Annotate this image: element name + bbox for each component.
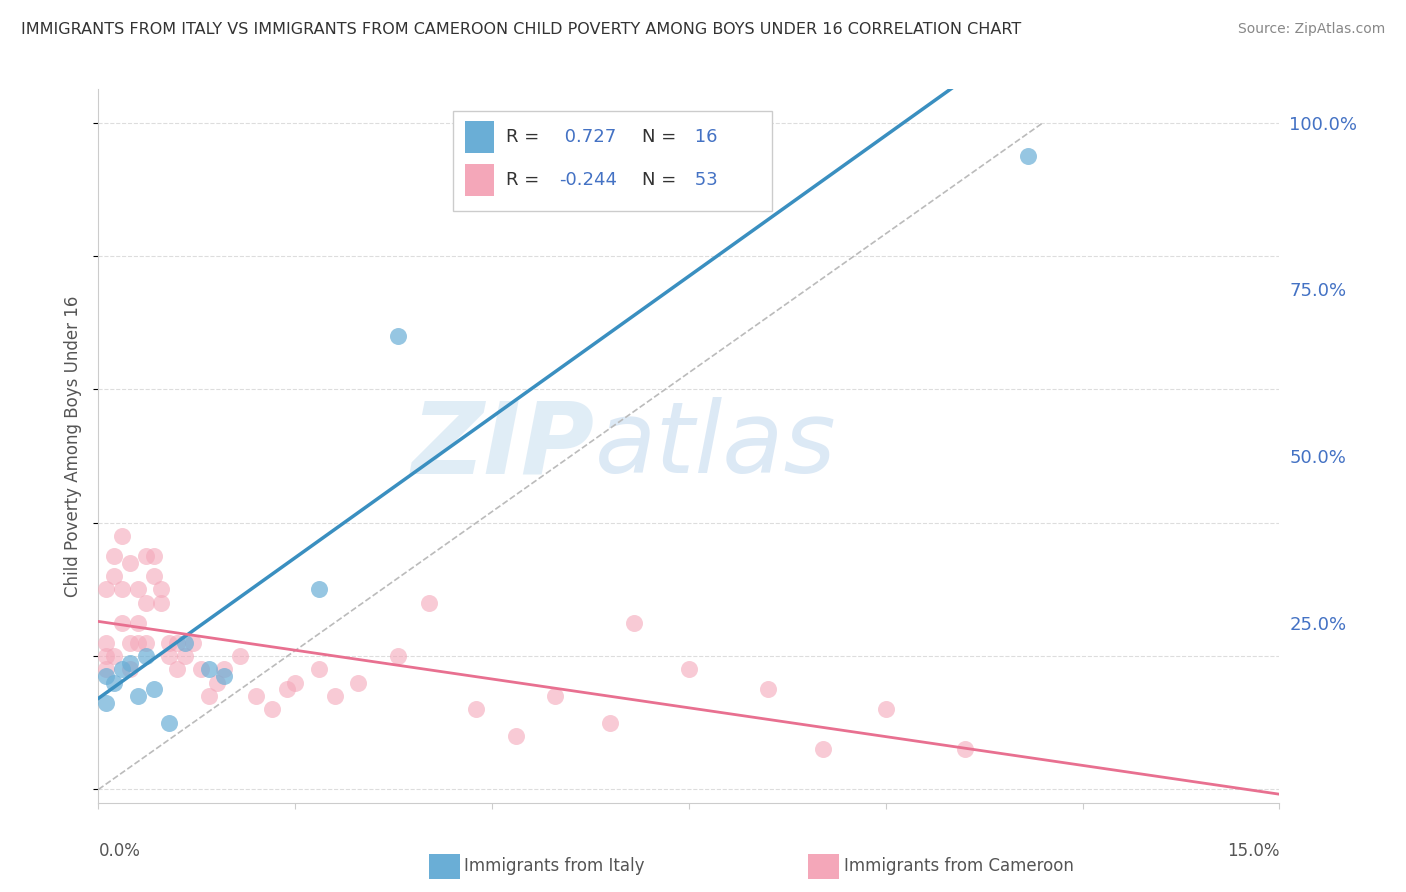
Point — [135, 649, 157, 664]
Point — [135, 636, 157, 650]
Point — [284, 675, 307, 690]
Point — [214, 662, 236, 676]
Text: Immigrants from Italy: Immigrants from Italy — [464, 857, 644, 875]
Point — [387, 329, 409, 343]
Point — [127, 615, 149, 630]
Point — [103, 675, 125, 690]
Point — [111, 662, 134, 676]
Point — [599, 715, 621, 730]
Point — [142, 569, 165, 583]
Point — [276, 682, 298, 697]
Point — [623, 615, 645, 630]
Point — [118, 662, 141, 676]
Point — [96, 662, 118, 676]
Point — [150, 596, 173, 610]
Point — [214, 669, 236, 683]
Bar — [453, 111, 772, 211]
Point — [181, 636, 204, 650]
Point — [103, 549, 125, 563]
Point — [96, 582, 118, 597]
Text: 0.727: 0.727 — [560, 128, 616, 146]
Text: Immigrants from Cameroon: Immigrants from Cameroon — [844, 857, 1073, 875]
Point — [118, 636, 141, 650]
Text: R =: R = — [506, 128, 538, 146]
Point — [157, 715, 180, 730]
Point — [103, 649, 125, 664]
Point — [157, 649, 180, 664]
Point — [205, 675, 228, 690]
Point — [96, 669, 118, 683]
Point — [166, 636, 188, 650]
Text: ZIP: ZIP — [412, 398, 595, 494]
Point — [245, 689, 267, 703]
Point — [111, 529, 134, 543]
Point — [127, 582, 149, 597]
Point — [418, 596, 440, 610]
Point — [197, 662, 219, 676]
Point — [953, 742, 976, 756]
Point — [174, 649, 197, 664]
Point — [520, 149, 543, 163]
Text: -0.244: -0.244 — [560, 171, 617, 189]
Bar — [464, 164, 494, 196]
Point — [811, 742, 834, 756]
Text: Source: ZipAtlas.com: Source: ZipAtlas.com — [1237, 22, 1385, 37]
Point — [127, 636, 149, 650]
Point — [157, 636, 180, 650]
Point — [1017, 149, 1039, 163]
Point — [229, 649, 252, 664]
Text: R =: R = — [506, 171, 538, 189]
Point — [142, 549, 165, 563]
Point — [387, 649, 409, 664]
Point — [756, 682, 779, 697]
Point — [111, 582, 134, 597]
Point — [118, 556, 141, 570]
Point — [197, 689, 219, 703]
Bar — [464, 121, 494, 153]
Text: atlas: atlas — [595, 398, 837, 494]
Point — [103, 569, 125, 583]
Point — [308, 582, 330, 597]
Text: 0.0%: 0.0% — [98, 842, 141, 860]
Point — [150, 582, 173, 597]
Point — [142, 682, 165, 697]
Point — [174, 636, 197, 650]
Point — [96, 696, 118, 710]
Point — [875, 702, 897, 716]
Point — [135, 549, 157, 563]
Point — [127, 689, 149, 703]
Point — [190, 662, 212, 676]
Point — [505, 729, 527, 743]
Text: IMMIGRANTS FROM ITALY VS IMMIGRANTS FROM CAMEROON CHILD POVERTY AMONG BOYS UNDER: IMMIGRANTS FROM ITALY VS IMMIGRANTS FROM… — [21, 22, 1021, 37]
Y-axis label: Child Poverty Among Boys Under 16: Child Poverty Among Boys Under 16 — [65, 295, 83, 597]
Text: N =: N = — [641, 128, 676, 146]
Point — [166, 662, 188, 676]
Point — [96, 649, 118, 664]
Point — [465, 702, 488, 716]
Text: 53: 53 — [689, 171, 717, 189]
Point — [135, 596, 157, 610]
Point — [96, 636, 118, 650]
Point — [111, 615, 134, 630]
Point — [118, 656, 141, 670]
Point — [323, 689, 346, 703]
Point — [678, 662, 700, 676]
Point — [260, 702, 283, 716]
Text: 15.0%: 15.0% — [1227, 842, 1279, 860]
Text: 16: 16 — [689, 128, 717, 146]
Point — [347, 675, 370, 690]
Point — [308, 662, 330, 676]
Point — [544, 689, 567, 703]
Text: N =: N = — [641, 171, 676, 189]
